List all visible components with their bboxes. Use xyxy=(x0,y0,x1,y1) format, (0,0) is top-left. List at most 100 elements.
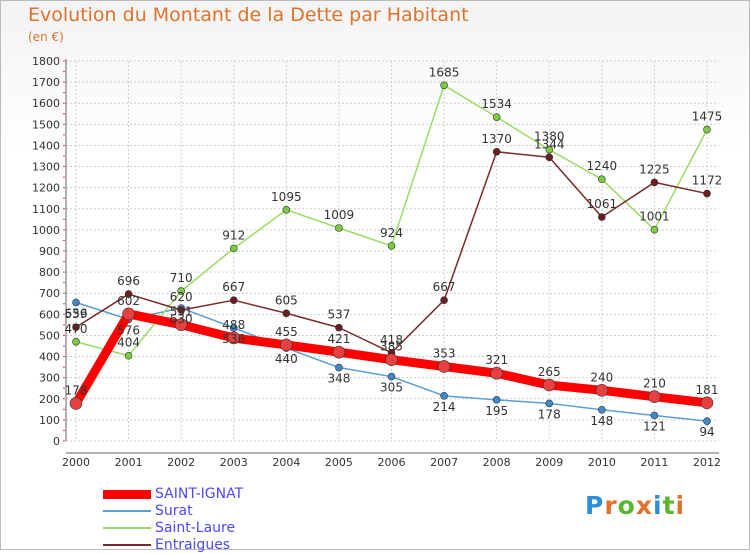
data-point xyxy=(72,298,80,307)
y-tick-label: 1400 xyxy=(32,139,60,152)
data-label: 602 xyxy=(117,294,140,308)
data-point xyxy=(227,331,241,345)
data-label: 418 xyxy=(380,333,403,347)
legend-label: Saint-Laure xyxy=(155,520,236,536)
data-label: 488 xyxy=(222,318,245,332)
data-point xyxy=(598,175,606,184)
data-point xyxy=(703,189,711,198)
data-point xyxy=(335,363,343,372)
data-label: 656 xyxy=(65,307,88,321)
data-point xyxy=(387,242,396,250)
data-label: 1172 xyxy=(692,174,723,188)
y-tick-label: 1700 xyxy=(32,76,60,89)
data-label: 321 xyxy=(485,353,508,367)
chart-title: Evolution du Montant de la Dette par Hab… xyxy=(28,4,469,26)
legend-label: Entraigues xyxy=(155,537,231,553)
x-tick-label: 2007 xyxy=(430,456,458,469)
legend-swatch xyxy=(103,527,151,529)
data-label: 1534 xyxy=(481,97,512,111)
data-label: 1061 xyxy=(587,197,618,211)
data-point xyxy=(703,417,711,425)
x-tick-label: 2008 xyxy=(483,456,511,469)
x-tick-label: 2012 xyxy=(693,456,721,469)
data-point xyxy=(229,296,238,304)
data-point xyxy=(545,145,554,154)
x-tick-label: 2004 xyxy=(272,456,300,469)
data-label: 537 xyxy=(327,308,350,322)
legend-swatch xyxy=(103,489,151,499)
logo-letter: i xyxy=(675,491,686,520)
y-tick-label: 400 xyxy=(39,351,60,364)
x-tick-label: 2003 xyxy=(220,456,248,469)
data-label: 265 xyxy=(538,365,561,379)
data-label: 121 xyxy=(643,419,666,433)
data-point xyxy=(72,323,80,332)
logo-letter: r xyxy=(604,491,618,520)
data-label: 210 xyxy=(643,377,666,391)
y-tick-label: 1600 xyxy=(32,97,60,110)
data-label: 630 xyxy=(170,312,193,326)
data-point xyxy=(332,345,346,359)
data-label: 440 xyxy=(275,352,298,366)
x-tick-label: 2002 xyxy=(167,456,195,469)
data-label: 178 xyxy=(65,383,88,397)
y-tick-label: 1000 xyxy=(32,224,60,237)
y-tick-label: 500 xyxy=(39,329,60,342)
data-point xyxy=(542,378,556,392)
data-point xyxy=(595,384,609,397)
data-point xyxy=(385,353,398,367)
data-point xyxy=(490,366,503,380)
data-label: 924 xyxy=(380,226,403,240)
data-point xyxy=(648,390,661,403)
data-label: 1225 xyxy=(639,162,670,176)
data-label: 912 xyxy=(222,228,245,242)
logo-letter: P xyxy=(585,491,605,520)
data-label: 148 xyxy=(590,414,613,428)
data-label: 181 xyxy=(696,383,719,397)
y-tick-label: 600 xyxy=(39,308,60,321)
x-tick-label: 2005 xyxy=(325,456,353,469)
y-tick-label: 1200 xyxy=(32,182,60,195)
legend-label: Surat xyxy=(155,503,193,519)
y-tick-label: 900 xyxy=(39,245,60,258)
x-tick-label: 2009 xyxy=(535,456,563,469)
data-point xyxy=(72,337,80,346)
data-point xyxy=(650,178,659,187)
data-label: 539 xyxy=(65,307,88,321)
data-label: 667 xyxy=(222,280,245,294)
data-label: 605 xyxy=(275,293,298,307)
x-tick-label: 2011 xyxy=(640,456,668,469)
x-tick-label: 2001 xyxy=(115,456,143,469)
data-label: 576 xyxy=(117,323,140,337)
data-point xyxy=(387,372,396,381)
y-tick-label: 300 xyxy=(39,372,60,385)
y-tick-label: 1300 xyxy=(32,161,60,174)
data-point xyxy=(598,405,606,414)
data-label: 1095 xyxy=(271,190,302,204)
data-point xyxy=(650,411,659,420)
data-point xyxy=(703,125,711,134)
y-tick-label: 1500 xyxy=(32,118,60,131)
data-point xyxy=(440,296,448,304)
y-tick-label: 1800 xyxy=(32,55,60,68)
y-tick-label: 1100 xyxy=(32,203,60,216)
chart-subtitle: (en €) xyxy=(28,30,64,44)
data-point xyxy=(229,324,238,332)
y-tick-label: 800 xyxy=(39,266,60,279)
logo-letter: t xyxy=(662,491,676,520)
data-label: 353 xyxy=(433,346,456,360)
data-point xyxy=(598,213,606,221)
data-label: 305 xyxy=(380,381,403,395)
legend-label: SAINT-IGNAT xyxy=(155,486,244,502)
data-label: 240 xyxy=(590,370,613,384)
data-point xyxy=(124,290,133,298)
data-label: 620 xyxy=(170,290,193,304)
data-point xyxy=(700,396,714,410)
data-label: 195 xyxy=(485,404,508,418)
data-label: 178 xyxy=(538,407,561,421)
axes: 0 100 200 300 400 500 600 700 800 900 1000 1100 1200… xyxy=(32,55,721,469)
x-tick-label: 2006 xyxy=(378,456,406,469)
data-labels: 178 602 551 488 455 421 385 353 321 265 240 210 181 6… xyxy=(65,65,723,439)
data-point xyxy=(122,307,135,321)
